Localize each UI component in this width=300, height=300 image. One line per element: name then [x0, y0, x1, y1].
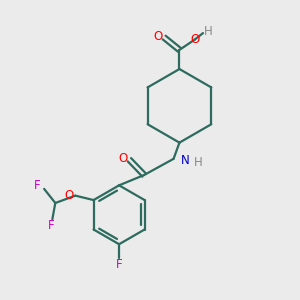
Text: O: O — [191, 33, 200, 46]
Text: F: F — [48, 219, 54, 232]
Text: N: N — [181, 154, 190, 167]
Text: O: O — [119, 152, 128, 165]
Text: O: O — [154, 29, 163, 43]
Text: F: F — [34, 179, 41, 192]
Text: O: O — [65, 188, 74, 202]
Text: F: F — [116, 258, 122, 271]
Text: H: H — [204, 25, 213, 38]
Text: H: H — [194, 156, 203, 169]
